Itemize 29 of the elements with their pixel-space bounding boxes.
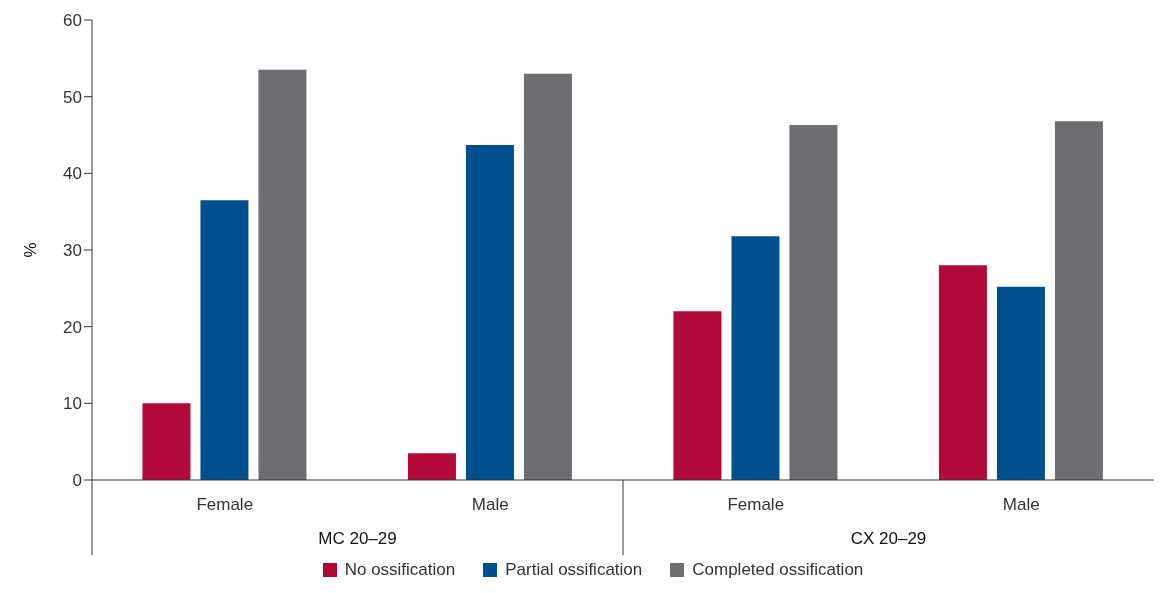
y-tick-label: 0: [72, 471, 82, 491]
y-tick-label: 30: [63, 241, 82, 261]
bar: [789, 125, 838, 480]
bar: [142, 403, 191, 480]
legend-label: Partial ossification: [504, 560, 643, 580]
legend-label: No ossification: [343, 560, 456, 580]
bar: [673, 311, 722, 480]
bar: [407, 453, 456, 480]
y-tick-label: 40: [63, 164, 82, 184]
legend-label: Completed ossification: [691, 560, 864, 580]
x-tick-label: Female: [727, 495, 785, 514]
x-tick-label: Male: [1002, 495, 1040, 514]
bar: [996, 286, 1045, 480]
y-tick-label: 60: [63, 11, 82, 31]
x-tick-label: Male: [471, 495, 509, 514]
text: MC 20–29: [318, 529, 397, 548]
bar: [938, 265, 987, 480]
bar: [258, 69, 307, 480]
bar: [200, 200, 249, 480]
y-axis-title: %: [21, 242, 41, 258]
y-tick-label: 10: [63, 394, 82, 414]
y-tick-label: 20: [63, 317, 82, 337]
bar: [731, 236, 780, 480]
y-tick-label: 50: [63, 87, 82, 107]
bar: [523, 73, 572, 480]
x-tick-label: Female: [196, 495, 254, 514]
bar: [1054, 121, 1103, 480]
text: CX 20–29: [850, 529, 927, 548]
bar: [465, 144, 514, 480]
